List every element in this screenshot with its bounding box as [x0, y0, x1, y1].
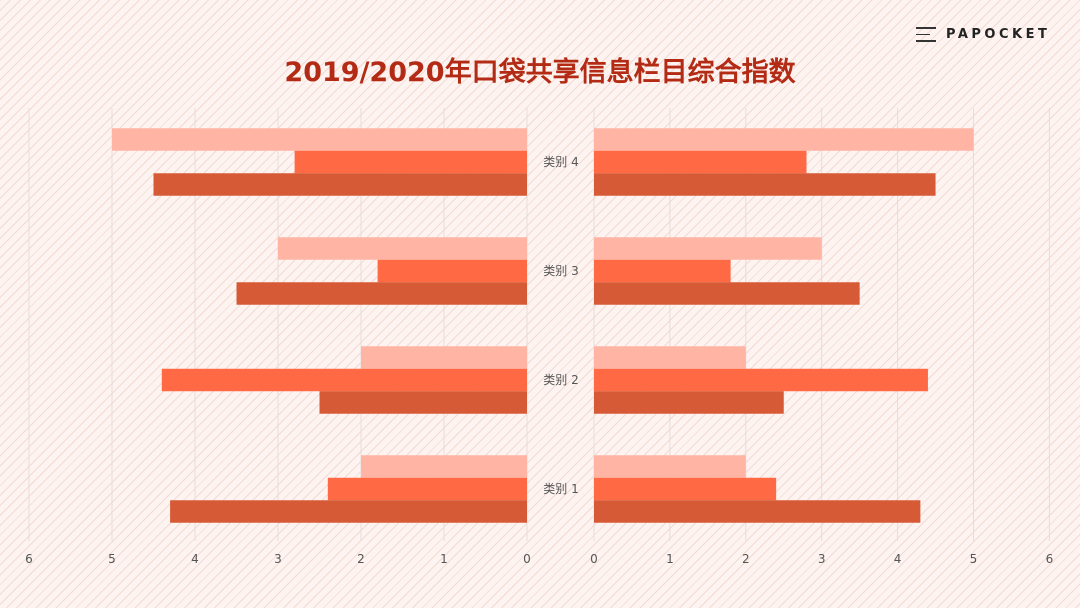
left-tick-label: 4 [191, 552, 199, 566]
left-bar-2-series-1 [361, 346, 527, 369]
left-bar-2-series-3 [319, 391, 527, 414]
left-bar-1-series-3 [170, 500, 527, 523]
category-label: 类别 3 [543, 264, 578, 278]
right-bar-4-series-2 [594, 150, 807, 174]
right-bar-1-series-2 [594, 477, 777, 501]
brand: PAPOCKET [916, 27, 1050, 42]
left-tick-label: 2 [357, 552, 365, 566]
left-bar-1-series-2 [327, 477, 527, 501]
right-bar-2-series-2 [594, 368, 928, 392]
left-bar-2-series-2 [161, 368, 528, 392]
right-tick-label: 5 [970, 552, 978, 566]
right-bar-3-series-3 [594, 282, 860, 305]
right-bar-1-series-1 [594, 455, 746, 478]
right-tick-label: 1 [666, 552, 674, 566]
category-label: 类别 1 [543, 482, 578, 496]
left-bar-4-series-3 [153, 173, 527, 196]
right-bar-4-series-1 [594, 128, 974, 151]
left-tick-label: 5 [108, 552, 116, 566]
right-bar-2-series-1 [594, 346, 746, 369]
left-bar-1-series-1 [361, 455, 527, 478]
right-bar-3-series-2 [594, 259, 731, 283]
menu-icon[interactable] [916, 27, 936, 42]
right-tick-label: 3 [818, 552, 826, 566]
right-bar-1-series-3 [594, 500, 921, 523]
right-bar-3-series-1 [594, 237, 822, 260]
left-bar-3-series-3 [236, 282, 527, 305]
left-bar-3-series-1 [278, 237, 527, 260]
left-tick-label: 6 [25, 552, 33, 566]
right-bar-2-series-3 [594, 391, 784, 414]
category-label: 类别 4 [543, 155, 578, 169]
chart-title: 2019/2020年口袋共享信息栏目综合指数 [284, 57, 796, 88]
left-bar-3-series-2 [377, 259, 527, 283]
left-tick-label: 0 [523, 552, 531, 566]
category-label: 类别 2 [543, 373, 578, 387]
left-bar-4-series-1 [112, 128, 527, 151]
right-tick-label: 2 [742, 552, 750, 566]
left-bar-4-series-2 [294, 150, 527, 174]
right-tick-label: 6 [1046, 552, 1054, 566]
brand-name: PAPOCKET [946, 27, 1051, 42]
right-tick-label: 0 [590, 552, 598, 566]
right-bar-4-series-3 [594, 173, 936, 196]
left-tick-label: 3 [274, 552, 282, 566]
right-tick-label: 4 [894, 552, 902, 566]
left-tick-label: 1 [440, 552, 448, 566]
